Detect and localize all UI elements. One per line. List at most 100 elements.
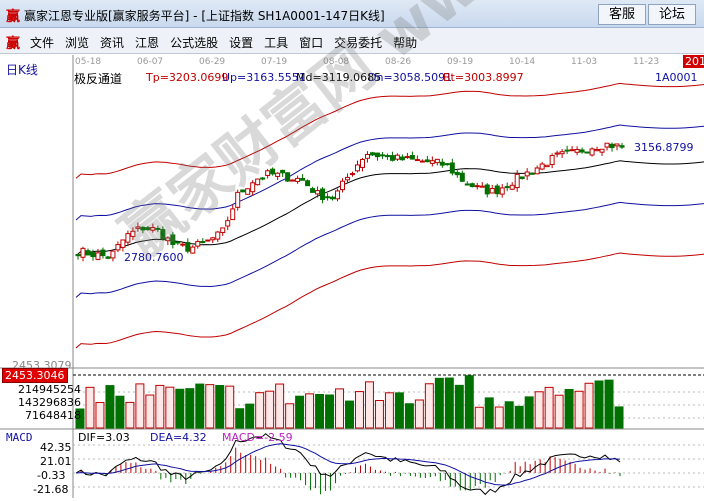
volume-bar <box>354 391 364 429</box>
candle-body <box>90 251 96 258</box>
candle-body <box>135 226 141 229</box>
volume-bar <box>245 403 255 429</box>
volume-bar <box>404 403 414 429</box>
menu-item[interactable]: 帮助 <box>393 36 418 50</box>
volume-bar <box>614 406 624 429</box>
menu-item[interactable]: 交易委托 <box>334 36 383 50</box>
macd-value: MACD=-2.59 <box>222 431 293 444</box>
date-tick: 09-19 <box>447 57 473 67</box>
candle-body <box>579 149 585 153</box>
candle-body <box>479 185 485 188</box>
candle-body <box>359 159 365 168</box>
customer-service-button[interactable]: 客服 <box>598 4 646 25</box>
band-upper <box>75 124 704 221</box>
forum-button[interactable]: 论坛 <box>648 4 696 25</box>
menu-item[interactable]: 工具 <box>264 36 289 50</box>
candle-body <box>200 241 206 244</box>
candle-body <box>290 179 296 182</box>
candle-body <box>354 164 360 172</box>
candle-body <box>544 164 550 168</box>
candle-body <box>379 154 385 157</box>
volume-bar <box>225 385 235 429</box>
date-tick: 11-23 <box>633 57 659 67</box>
indicator-dn: Dn=3058.5091 <box>368 71 453 84</box>
volume-bar <box>594 380 604 429</box>
candle-body <box>389 155 395 161</box>
candle-body <box>260 177 266 180</box>
volume-bar <box>235 408 245 429</box>
menu-item[interactable]: 文件 <box>30 36 55 50</box>
candle-body <box>554 152 560 155</box>
candle-body <box>310 188 316 193</box>
candle-body <box>165 237 171 242</box>
candle-body <box>459 172 465 182</box>
low-price-label: 2780.7600 <box>124 251 184 264</box>
candle-body <box>220 227 226 233</box>
chart-canvas[interactable]: 05-18 06-07 06-29 07-19 08-08 08-26 09-19 10-14… <box>0 55 704 498</box>
candle-body <box>100 249 106 257</box>
volume-bar <box>524 396 534 429</box>
volume-bar <box>115 395 125 429</box>
volume-bar <box>105 385 115 429</box>
volume-bar <box>414 399 424 429</box>
candle-body <box>325 196 331 199</box>
volume-bar <box>305 393 315 429</box>
candle-body <box>235 191 241 208</box>
candle-body <box>105 256 111 259</box>
candle-body <box>524 171 530 177</box>
candle-body <box>434 158 440 164</box>
macd-tick: 42.35 <box>40 441 72 454</box>
candle-body <box>419 160 425 163</box>
high-price-label: 3156.8799 <box>634 141 694 154</box>
candle-body <box>539 163 545 170</box>
candle-body <box>215 231 221 240</box>
candle-body <box>275 172 281 177</box>
app-logo: 赢 <box>6 9 20 25</box>
menu-item[interactable]: 公式选股 <box>170 36 219 50</box>
candle-body <box>509 184 515 190</box>
menu-item[interactable]: 江恩 <box>135 36 160 50</box>
date-tick: 11-03 <box>571 57 597 67</box>
volume-bar <box>544 386 554 429</box>
candle-body <box>350 173 355 176</box>
menu-item[interactable]: 设置 <box>229 36 254 50</box>
candle-body <box>464 183 470 186</box>
candle-body <box>529 172 535 175</box>
volume-bar <box>394 392 404 429</box>
menu-item[interactable]: 窗口 <box>299 36 324 50</box>
volume-bar <box>255 392 265 429</box>
candle-body <box>140 226 146 231</box>
menu-item[interactable]: 资讯 <box>100 36 125 50</box>
volume-bar <box>295 395 305 429</box>
volume-bar <box>584 382 594 429</box>
candle-body <box>614 143 620 147</box>
candle-body <box>599 148 605 153</box>
date-tick: 10-14 <box>509 57 535 67</box>
candle-body <box>185 242 191 252</box>
candle-body <box>295 177 301 182</box>
menu-item[interactable]: 浏览 <box>65 36 90 50</box>
candle-body <box>514 173 520 189</box>
volume-bar <box>464 375 474 429</box>
candle-body <box>394 154 400 160</box>
candle-body <box>150 227 156 231</box>
candle-body <box>145 227 151 231</box>
candle-body <box>300 178 306 181</box>
volume-bar <box>504 401 514 429</box>
candle-body <box>95 252 101 260</box>
candle-body <box>499 187 505 195</box>
indicator-bt: Bt=3003.8997 <box>443 71 524 84</box>
volume-tick: 71648418 <box>25 409 81 422</box>
volume-tick: 214945254 <box>18 383 81 396</box>
candle-body <box>454 171 460 176</box>
candle-body <box>305 180 311 187</box>
window-title: 赢家江恩专业版[赢家服务平台] - [上证指数 SH1A0001-147日K线] <box>24 9 385 23</box>
candle-body <box>594 149 600 152</box>
candle-body <box>125 233 131 243</box>
candle-body <box>340 180 346 191</box>
volume-bar <box>444 377 454 429</box>
candle-body <box>320 188 326 200</box>
volume-bar <box>165 386 175 429</box>
candle-body <box>589 148 595 156</box>
